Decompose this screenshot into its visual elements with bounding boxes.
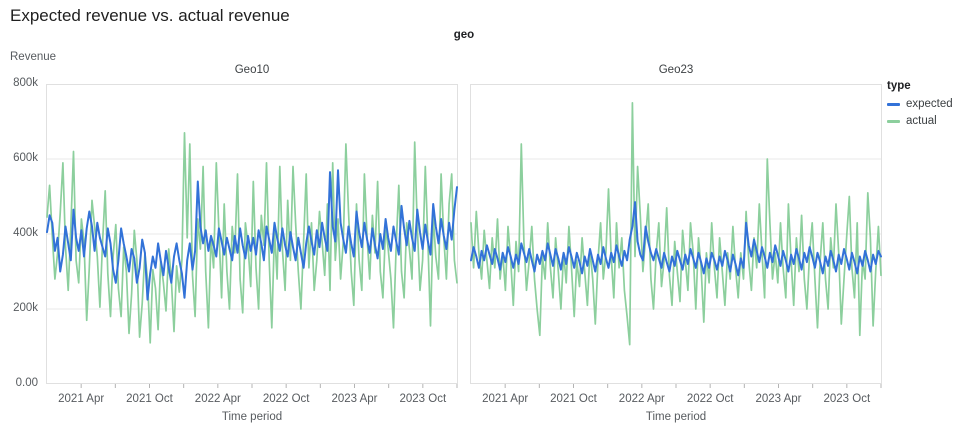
legend-title: type — [887, 80, 911, 92]
series-line-actual[interactable] — [46, 131, 458, 344]
facet-geo10: Geo10 2021 Apr 2021 Oct 2022 Apr 2022 Oct 20… — [46, 62, 458, 424]
facet-field-label: geo — [453, 29, 475, 41]
x-tick-label: 2022 Apr — [619, 393, 665, 405]
facet-plot-geo23[interactable]: 2021 Apr 2021 Oct 2022 Apr 2022 Oct 2023 Apr… — [470, 84, 882, 424]
facet-plot-geo10[interactable]: 2021 Apr 2021 Oct 2022 Apr 2022 Oct 2023 Apr… — [46, 84, 458, 424]
expected-line-swatch — [887, 102, 900, 106]
series-line-expected[interactable] — [46, 169, 458, 301]
legend-label-actual: actual — [906, 115, 937, 127]
facet-geo23: Geo23 2021 Apr 2021 Oct 2022 Apr 2022 Oct 20… — [470, 62, 882, 424]
facet-title-geo23: Geo23 — [658, 64, 694, 76]
y-tick-label: 600k — [13, 152, 38, 164]
x-tick-label: 2021 Oct — [550, 393, 597, 405]
x-tick-label: 2022 Oct — [687, 393, 734, 405]
x-tick-label: 2022 Oct — [263, 393, 310, 405]
x-tick-label: 2023 Apr — [331, 393, 377, 405]
x-axis-title: Time period — [222, 411, 282, 423]
y-tick-label: 200k — [13, 302, 38, 314]
page-title: Expected revenue vs. actual revenue — [10, 6, 290, 25]
series-line-expected[interactable] — [470, 201, 882, 277]
y-tick-label: 800k — [13, 77, 38, 89]
x-tick-label: 2022 Apr — [195, 393, 241, 405]
x-tick-label: 2021 Apr — [58, 393, 104, 405]
y-axis-tick-labels: 0.00 200k 400k 600k 800k — [0, 77, 40, 389]
series-line-actual[interactable] — [470, 101, 882, 346]
x-tick-label: 2021 Apr — [482, 393, 528, 405]
x-tick-label: 2023 Oct — [399, 393, 446, 405]
legend-item-expected[interactable]: expected — [887, 98, 953, 110]
y-tick-label: 400k — [13, 227, 38, 239]
x-axis-title: Time period — [646, 411, 706, 423]
y-tick-label: 0.00 — [15, 377, 38, 389]
actual-line-swatch — [887, 119, 900, 123]
x-tick-label: 2023 Apr — [755, 393, 801, 405]
legend-item-actual[interactable]: actual — [887, 115, 953, 127]
legend-label-expected: expected — [906, 98, 953, 110]
x-tick-label: 2021 Oct — [126, 393, 173, 405]
legend: type expected actual — [887, 80, 953, 132]
y-axis-title: Revenue — [10, 51, 57, 63]
facet-title-geo10: Geo10 — [234, 64, 270, 76]
x-tick-label: 2023 Oct — [823, 393, 870, 405]
